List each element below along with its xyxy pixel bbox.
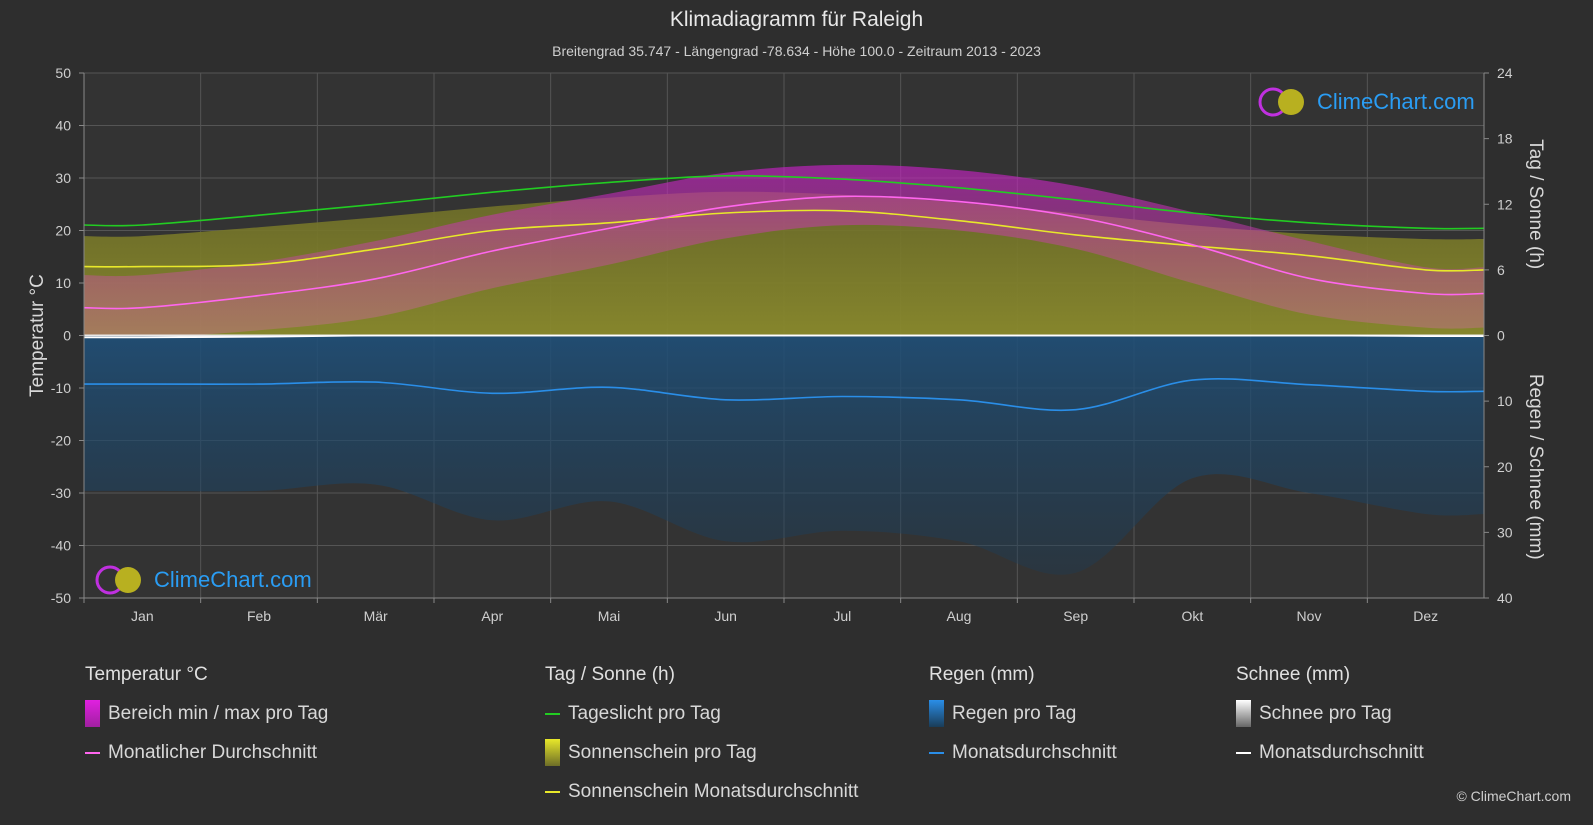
legend-label: Schnee pro Tag (1259, 702, 1392, 724)
legend-item: Tageslicht pro Tag (545, 700, 858, 727)
legend-sun: Tag / Sonne (h) Tageslicht pro Tag Sonne… (545, 664, 858, 817)
swatch-snow (1236, 700, 1251, 727)
right-tick-label: 6 (1497, 262, 1505, 278)
left-tick-label: 20 (55, 223, 71, 239)
legend-label: Monatsdurchschnitt (952, 741, 1117, 763)
left-tick-label: -20 (51, 433, 71, 449)
axes: 50 40 30 20 10 0 -10 -20 -30 -40 -50 24 18 12 6 0 10 20 30… (27, 65, 1546, 624)
sunshine-avg-line (83, 209, 1485, 272)
temperature-avg-line (83, 195, 1485, 310)
left-tick-label: 10 (55, 275, 71, 291)
chart-subtitle: Breitengrad 35.747 - Längengrad -78.634 … (552, 43, 1041, 59)
right-bottom-axis-title: Regen / Schnee (mm) (1525, 374, 1546, 560)
legend-label: Sonnenschein Monatsdurchschnitt (568, 780, 859, 802)
month-label: Mai (598, 608, 621, 624)
swatch-rain (929, 700, 944, 727)
month-label: Dez (1413, 608, 1438, 624)
left-tick-label: 0 (63, 328, 71, 344)
legend-item: Monatlicher Durchschnitt (85, 739, 328, 766)
legend-item: Regen pro Tag (929, 700, 1117, 727)
swatch-temp-avg (85, 751, 100, 754)
swatch-snow-avg (1236, 751, 1251, 754)
month-label: Okt (1181, 608, 1203, 624)
rain-avg-line (83, 378, 1485, 412)
legend-item: Monatsdurchschnitt (1236, 739, 1424, 766)
temperature-range-area (84, 164, 1484, 339)
logo-top: ClimeChart.com (1257, 86, 1475, 118)
month-label: Sep (1063, 608, 1088, 624)
right-tick-label: 0 (1497, 328, 1505, 344)
month-label: Aug (947, 608, 972, 624)
legend-title: Schnee (mm) (1236, 664, 1351, 685)
legend-title: Temperatur °C (85, 664, 208, 685)
swatch-rain-avg (929, 751, 944, 754)
left-axis-title: Temperatur °C (27, 274, 48, 397)
legend-rain: Regen (mm) Regen pro Tag Monatsdurchschn… (929, 664, 1117, 778)
right-tick-label: 40 (1497, 590, 1513, 606)
right-tick-label: 30 (1497, 524, 1513, 540)
month-label: Mär (364, 608, 388, 624)
swatch-sunshine-avg (545, 790, 560, 793)
right-tick-label: 10 (1497, 393, 1513, 409)
legend-title: Regen (mm) (929, 664, 1035, 685)
legend-label: Regen pro Tag (952, 702, 1077, 724)
right-tick-label: 20 (1497, 459, 1513, 475)
chart-title: Klimadiagramm für Raleigh (669, 8, 924, 31)
legend-item: Schnee pro Tag (1236, 700, 1424, 727)
legend-label: Monatsdurchschnitt (1259, 741, 1424, 763)
legend-item: Monatsdurchschnitt (929, 739, 1117, 766)
right-tick-label: 12 (1497, 196, 1513, 212)
legend-snow: Schnee (mm) Schnee pro Tag Monatsdurchsc… (1236, 664, 1424, 778)
month-label: Apr (481, 608, 503, 624)
right-tick-label: 24 (1497, 65, 1513, 81)
legend-temperature: Temperatur °C Bereich min / max pro Tag … (85, 664, 328, 778)
left-tick-label: -30 (51, 485, 71, 501)
legend-label: Tageslicht pro Tag (568, 702, 721, 724)
month-label: Nov (1297, 608, 1322, 624)
logo-text: ClimeChart.com (154, 567, 312, 592)
legend-label: Sonnenschein pro Tag (568, 741, 757, 763)
month-label: Jun (714, 608, 737, 624)
right-tick-label: 18 (1497, 131, 1513, 147)
snow-avg-line (83, 334, 1485, 339)
logo-text: ClimeChart.com (1317, 89, 1475, 114)
left-tick-label: -40 (51, 538, 71, 554)
swatch-daylight (545, 712, 560, 715)
data-lines (83, 174, 1485, 412)
left-tick-label: 30 (55, 170, 71, 186)
climate-chart: 50 40 30 20 10 0 -10 -20 -30 -40 -50 24 18 12 6 0 10 20 30… (27, 65, 1546, 624)
month-label: Feb (247, 608, 271, 624)
logo-icon (1258, 87, 1304, 117)
left-tick-label: 40 (55, 118, 71, 134)
month-label: Jul (833, 608, 851, 624)
logo-bottom: ClimeChart.com (94, 564, 312, 596)
right-top-axis-title: Tag / Sonne (h) (1525, 139, 1546, 269)
legend-item: Bereich min / max pro Tag (85, 700, 328, 727)
legend-item: Sonnenschein Monatsdurchschnitt (545, 778, 858, 805)
left-tick-label: -10 (51, 380, 71, 396)
swatch-temp-range (85, 700, 100, 727)
daylight-line (83, 174, 1485, 230)
legend-item: Sonnenschein pro Tag (545, 739, 858, 766)
legend-title: Tag / Sonne (h) (545, 664, 675, 685)
legend-label: Monatlicher Durchschnitt (108, 741, 318, 763)
logo-icon (95, 565, 141, 595)
swatch-sunshine (545, 739, 560, 766)
left-tick-label: 50 (55, 65, 71, 81)
copyright: © ClimeChart.com (1456, 788, 1571, 804)
month-label: Jan (131, 608, 154, 624)
legend-label: Bereich min / max pro Tag (108, 702, 329, 724)
left-tick-label: -50 (51, 590, 71, 606)
